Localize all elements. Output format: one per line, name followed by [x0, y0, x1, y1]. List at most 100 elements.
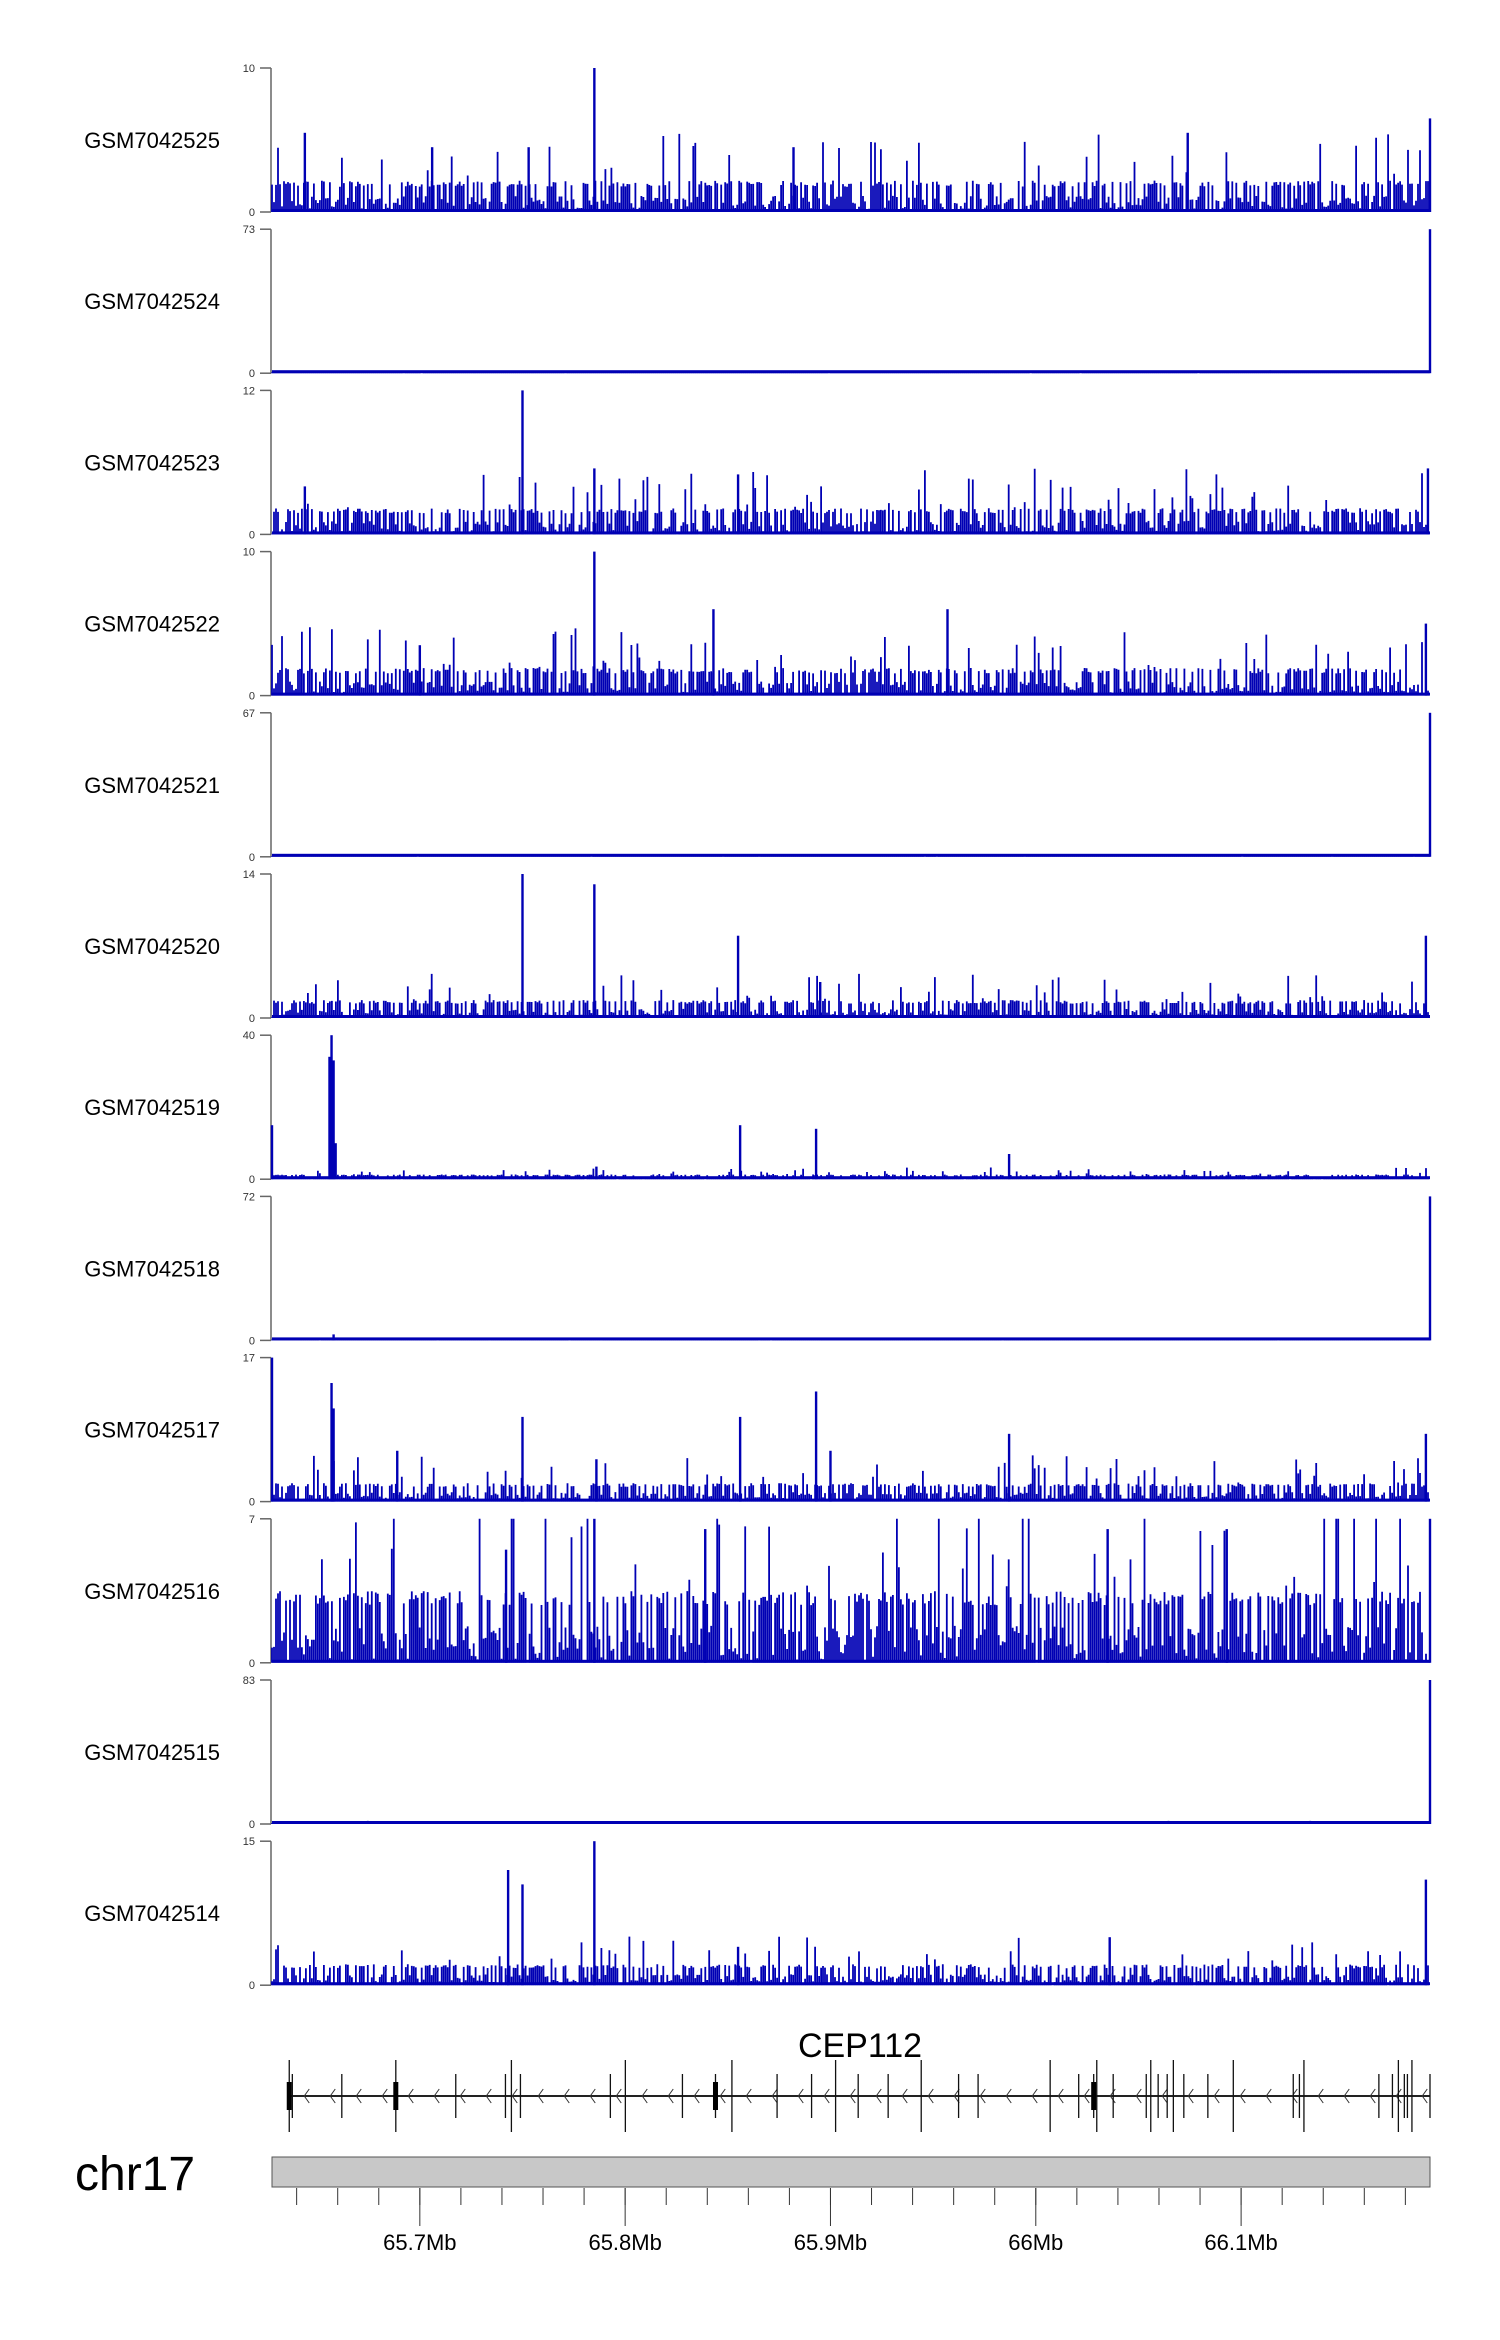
signal-peak — [829, 1450, 832, 1502]
strand-arrow-icon — [1161, 2088, 1168, 2104]
y-min-label: 0 — [249, 1819, 255, 1831]
y-min-label: 0 — [249, 1013, 255, 1025]
x-tick-label: 66.1Mb — [1204, 2230, 1277, 2255]
signal-baseline — [272, 1821, 1430, 1824]
chromosome-label: chr17 — [75, 2148, 195, 2201]
strand-arrow-icon — [953, 2088, 960, 2104]
signal-peak — [332, 1060, 335, 1180]
signal-peak — [704, 1529, 707, 1663]
signal-peak — [1428, 229, 1432, 374]
track-GSM7042524: GSM7042524 73 0 — [84, 224, 1432, 380]
genome-axis: 65.7Mb 65.8Mb 65.9Mb 66Mb 66.1Mb — [296, 2188, 1406, 2255]
strand-arrow-icon — [303, 2088, 310, 2104]
signal-peak — [814, 1391, 818, 1502]
signal-peak — [1428, 118, 1432, 212]
signal-peak — [1424, 935, 1428, 1018]
y-max-label: 40 — [243, 1030, 255, 1042]
track-GSM7042525: GSM7042525 10 0 — [84, 63, 1432, 219]
strand-arrow-icon — [381, 2088, 388, 2104]
x-tick-label: 65.8Mb — [588, 2230, 661, 2255]
signal-peak — [1108, 1937, 1111, 1986]
signal-noise — [271, 468, 1429, 535]
signal-peak — [521, 1416, 524, 1502]
track-GSM7042517: GSM7042517 17 0 — [84, 1353, 1430, 1509]
strand-arrow-icon — [823, 2088, 830, 2104]
track-label: GSM7042518 — [84, 1256, 220, 1281]
strand-arrow-icon — [459, 2088, 466, 2104]
signal-peak — [595, 1459, 598, 1502]
signal-peak — [1225, 1529, 1228, 1663]
strand-arrow-icon — [1031, 2088, 1038, 2104]
strand-arrow-icon — [615, 2088, 622, 2104]
strand-arrow-icon — [1057, 2088, 1064, 2104]
signal-noise — [271, 973, 1429, 1018]
strand-arrow-icon — [641, 2088, 648, 2104]
signal-peak — [521, 390, 524, 535]
signal-peak — [303, 486, 307, 535]
signal-peak — [332, 1334, 335, 1341]
signal-peak — [736, 1946, 740, 1986]
signal-baseline — [272, 531, 1430, 535]
y-min-label: 0 — [249, 1174, 255, 1186]
signal-peak — [712, 609, 715, 696]
signal-peak — [330, 1383, 333, 1502]
y-max-label: 83 — [243, 1675, 255, 1687]
strand-arrow-icon — [1317, 2088, 1324, 2104]
strand-arrow-icon — [797, 2088, 804, 2104]
signal-peak — [1424, 1433, 1428, 1502]
strand-arrow-icon — [485, 2088, 492, 2104]
strand-arrow-icon — [1213, 2088, 1220, 2104]
strand-arrow-icon — [979, 2088, 986, 2104]
signal-peak — [1424, 1879, 1428, 1986]
x-tick-label: 66Mb — [1008, 2230, 1063, 2255]
track-label: GSM7042520 — [84, 934, 220, 959]
strand-arrow-icon — [1395, 2088, 1402, 2104]
track-label: GSM7042516 — [84, 1579, 220, 1604]
signal-peak — [430, 147, 434, 212]
y-min-label: 0 — [249, 207, 255, 219]
y-min-label: 0 — [249, 691, 255, 703]
y-max-label: 17 — [243, 1353, 255, 1365]
strand-arrow-icon — [1005, 2088, 1012, 2104]
track-GSM7042523: GSM7042523 12 0 — [84, 385, 1430, 541]
signal-peak — [738, 1125, 742, 1180]
y-max-label: 73 — [243, 224, 255, 236]
track-label: GSM7042514 — [84, 1901, 220, 1926]
signal-peak — [506, 1870, 510, 1986]
signal-baseline — [272, 209, 1430, 212]
track-GSM7042514: GSM7042514 15 0 — [84, 1836, 1430, 1992]
y-max-label: 10 — [243, 547, 255, 559]
signal-baseline — [272, 853, 1430, 857]
signal-baseline — [272, 1498, 1430, 1502]
signal-tracks: GSM7042525100GSM7042524730GSM7042523120G… — [84, 63, 1432, 1992]
track-GSM7042519: GSM7042519 40 0 — [84, 1030, 1430, 1186]
y-max-label: 67 — [243, 708, 255, 720]
signal-noise — [271, 627, 1429, 696]
signal-peak — [819, 982, 822, 1018]
y-max-label: 15 — [243, 1836, 255, 1848]
signal-peak — [1106, 1529, 1109, 1663]
y-min-label: 0 — [249, 529, 255, 541]
x-tick-label: 65.7Mb — [383, 2230, 456, 2255]
track-label: GSM7042515 — [84, 1740, 220, 1765]
signal-peak — [814, 1128, 818, 1180]
signal-peak — [527, 147, 530, 212]
exon-coding — [286, 2082, 292, 2110]
strand-arrow-icon — [407, 2088, 414, 2104]
track-GSM7042520: GSM7042520 14 0 — [84, 869, 1430, 1025]
signal-peak — [303, 132, 307, 212]
strand-arrow-icon — [1369, 2088, 1376, 2104]
y-min-label: 0 — [249, 1335, 255, 1347]
signal-peak — [418, 645, 422, 696]
signal-peak — [792, 147, 795, 212]
track-GSM7042515: GSM7042515 83 0 — [84, 1675, 1432, 1831]
signal-baseline — [272, 1015, 1430, 1018]
signal-peak — [1428, 1518, 1432, 1663]
strand-arrow-icon — [667, 2088, 674, 2104]
signal-noise — [271, 1936, 1429, 1986]
signal-peak — [946, 609, 949, 696]
exon-coding — [1091, 2082, 1097, 2110]
signal-peak — [332, 1408, 335, 1502]
track-GSM7042516: GSM7042516 7 0 — [84, 1514, 1432, 1670]
track-label: GSM7042524 — [84, 289, 220, 314]
